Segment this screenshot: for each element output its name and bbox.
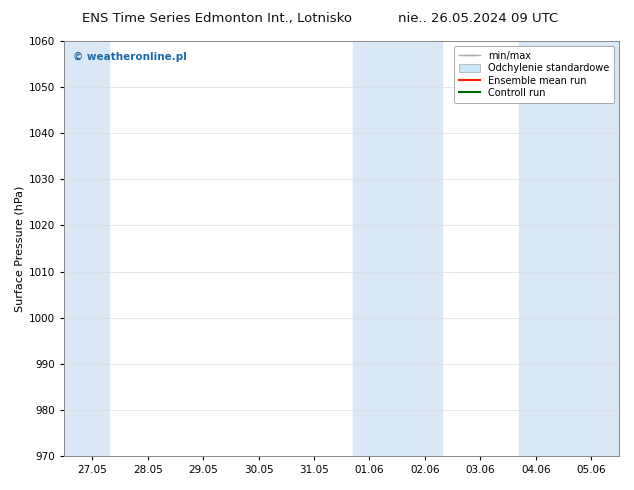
Bar <box>519 41 619 456</box>
Bar <box>65 41 109 456</box>
Text: nie.. 26.05.2024 09 UTC: nie.. 26.05.2024 09 UTC <box>398 12 558 25</box>
Legend: min/max, Odchylenie standardowe, Ensemble mean run, Controll run: min/max, Odchylenie standardowe, Ensembl… <box>454 46 614 103</box>
Text: ENS Time Series Edmonton Int., Lotnisko: ENS Time Series Edmonton Int., Lotnisko <box>82 12 353 25</box>
Y-axis label: Surface Pressure (hPa): Surface Pressure (hPa) <box>15 185 25 312</box>
Text: © weatheronline.pl: © weatheronline.pl <box>73 51 186 62</box>
Bar <box>353 41 441 456</box>
